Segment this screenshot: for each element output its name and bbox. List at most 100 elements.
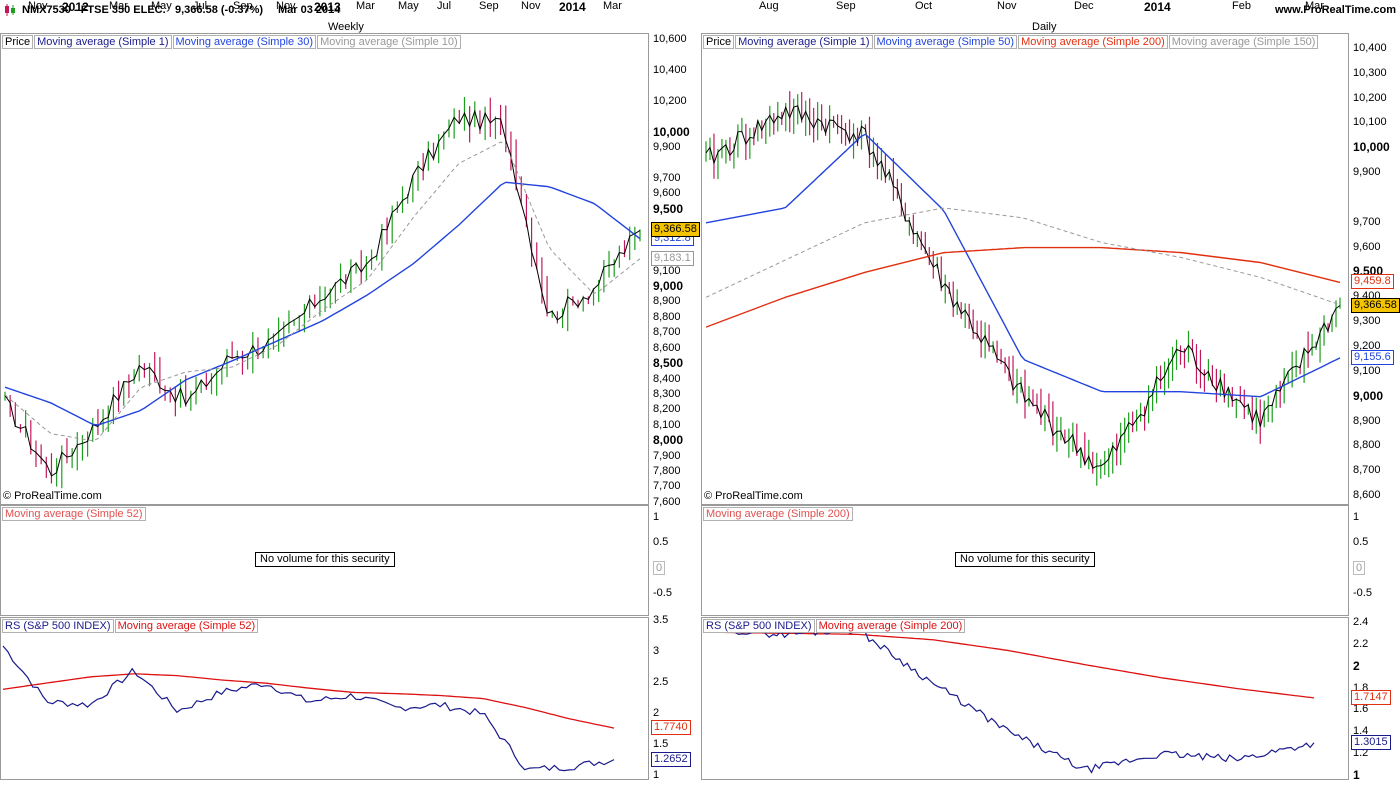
x-tick-label: Nov <box>521 0 541 12</box>
legend-ma200-daily[interactable]: Moving average (Simple 200) <box>1018 35 1168 49</box>
y-tick-label: 8,800 <box>1353 439 1381 452</box>
legend-rs-ma52[interactable]: Moving average (Simple 52) <box>114 619 259 633</box>
site-link[interactable]: www.ProRealTime.com <box>1274 4 1396 16</box>
y-tick-label: 8,900 <box>1353 414 1381 427</box>
weekly-rs-legend: RS (S&P 500 INDEX) Moving average (Simpl… <box>2 619 259 633</box>
legend-ma1-daily[interactable]: Moving average (Simple 1) <box>735 35 873 49</box>
daily-rs-chart <box>703 623 1315 774</box>
daily-no-volume-message: No volume for this security <box>955 552 1095 567</box>
y-tick-label: 10,000 <box>653 124 690 139</box>
daily-price-panel[interactable]: Price Moving average (Simple 1) Moving a… <box>701 33 1349 505</box>
y-tick-label: 9,700 <box>1353 215 1381 228</box>
volume-y-tick-label: 0 <box>653 561 666 575</box>
y-tick-label: 8,700 <box>653 326 681 339</box>
quote-date: Mar 03 2014 <box>278 4 341 16</box>
ma10-line <box>4 141 641 442</box>
x-tick-label: 2013 <box>314 0 341 14</box>
volume-y-tick-label: -0.5 <box>653 587 672 599</box>
legend-ma150-daily[interactable]: Moving average (Simple 150) <box>1168 35 1319 49</box>
weekly-copyright: © ProRealTime.com <box>3 490 102 502</box>
x-tick-label: Sep <box>836 0 856 12</box>
x-tick-label: 2014 <box>1144 0 1171 14</box>
y-tick-label: 9,000 <box>1353 388 1384 403</box>
price-marker: 9,366.58 <box>1351 297 1400 313</box>
x-tick-label: Nov <box>28 0 48 12</box>
rs-y-tick-label: 1 <box>1353 767 1360 782</box>
legend-vol-ma200-daily[interactable]: Moving average (Simple 200) <box>703 507 853 521</box>
x-tick-label: Nov <box>997 0 1017 12</box>
y-tick-label: 8,300 <box>653 387 681 400</box>
rs-y-tick-label: 3.5 <box>653 614 669 627</box>
rs-y-tick-label: 1.6 <box>1353 703 1369 716</box>
y-tick-label: 8,200 <box>653 403 681 416</box>
legend-ma50-daily[interactable]: Moving average (Simple 50) <box>873 35 1018 49</box>
volume-y-tick-label: -0.5 <box>1353 587 1372 599</box>
y-tick-label: 10,000 <box>1353 140 1390 155</box>
legend-rs-ma200-daily[interactable]: Moving average (Simple 200) <box>815 619 966 633</box>
y-tick-label: 8,700 <box>1353 464 1381 477</box>
legend-rs[interactable]: RS (S&P 500 INDEX) <box>2 619 114 633</box>
weekly-volume-panel[interactable]: Moving average (Simple 52) No volume for… <box>0 505 649 616</box>
rs-y-tick-label: 2.4 <box>1353 616 1369 629</box>
y-tick-label: 9,500 <box>653 201 684 216</box>
price-marker: 9,155.6 <box>1351 350 1394 366</box>
y-tick-label: 10,400 <box>653 64 687 77</box>
y-tick-label: 9,900 <box>1353 166 1381 179</box>
rs-y-tick-label: 3 <box>653 645 660 658</box>
weekly-no-volume-message: No volume for this security <box>255 552 395 567</box>
y-tick-label: 10,300 <box>1353 66 1387 79</box>
x-tick-label: May <box>398 0 419 12</box>
x-tick-label: Jul <box>437 0 452 12</box>
rs-y-tick-label: 2 <box>653 707 660 720</box>
x-tick-label: Sep <box>233 0 253 12</box>
legend-ma10[interactable]: Moving average (Simple 10) <box>317 35 461 49</box>
y-tick-label: 8,900 <box>653 295 681 308</box>
y-tick-label: 9,200 <box>1353 340 1381 352</box>
legend-ma30[interactable]: Moving average (Simple 30) <box>172 35 317 49</box>
y-tick-label: 9,300 <box>1353 315 1381 328</box>
daily-volume-panel[interactable]: Moving average (Simple 200) No volume fo… <box>701 505 1349 616</box>
rs-y-tick-label: 2.5 <box>653 676 669 689</box>
ma1-close-line <box>705 105 1341 470</box>
rs-marker: 1.7740 <box>651 720 691 736</box>
rs-ma-line <box>2 673 615 729</box>
y-tick-label: 7,600 <box>653 495 681 508</box>
daily-volume-legend: Moving average (Simple 200) <box>703 507 854 521</box>
daily-rs-panel[interactable]: RS (S&P 500 INDEX) Moving average (Simpl… <box>701 617 1349 780</box>
x-tick-label: Feb <box>1232 0 1251 12</box>
x-tick-label: Oct <box>915 0 933 12</box>
legend-price[interactable]: Price <box>2 35 34 49</box>
legend-price-daily[interactable]: Price <box>703 35 735 49</box>
weekly-price-panel[interactable]: Price Moving average (Simple 1) Moving a… <box>0 33 649 505</box>
last-quote: 9,366.58 (-0.37%) <box>175 4 264 16</box>
y-tick-label: 9,100 <box>653 264 681 277</box>
y-tick-label: 8,100 <box>653 418 681 431</box>
y-tick-label: 10,200 <box>1353 91 1387 104</box>
candlestick-logo-icon <box>5 4 15 16</box>
x-tick-label: Dec <box>1074 0 1094 12</box>
y-tick-label: 9,700 <box>653 171 681 184</box>
y-tick-label: 10,200 <box>653 94 687 107</box>
x-tick-label: Nov <box>276 0 296 12</box>
y-tick-label: 8,600 <box>1353 489 1381 502</box>
x-tick-label: Sep <box>479 0 499 12</box>
y-tick-label: 10,100 <box>1353 116 1387 129</box>
price-marker: 9,459.8 <box>1351 274 1394 290</box>
weekly-price-legend: Price Moving average (Simple 1) Moving a… <box>2 35 462 49</box>
volume-y-tick-label: 0 <box>1353 561 1366 575</box>
rs-y-tick-label: 1 <box>653 769 660 782</box>
weekly-rs-panel[interactable]: RS (S&P 500 INDEX) Moving average (Simpl… <box>0 617 649 780</box>
y-tick-label: 8,800 <box>653 310 681 323</box>
legend-rs-daily[interactable]: RS (S&P 500 INDEX) <box>703 619 815 633</box>
volume-y-tick-label: 1 <box>1353 511 1360 523</box>
price-bars <box>705 91 1341 486</box>
legend-vol-ma52[interactable]: Moving average (Simple 52) <box>2 507 146 521</box>
price-bars <box>4 96 641 489</box>
ma150-line <box>705 207 1341 306</box>
rs-marker: 1.3015 <box>1351 734 1391 750</box>
legend-ma1[interactable]: Moving average (Simple 1) <box>34 35 172 49</box>
symbol-title: NMX7530 - FTSE 350 ELEC. <box>22 4 166 16</box>
daily-price-legend: Price Moving average (Simple 1) Moving a… <box>703 35 1319 49</box>
rs-ma-line <box>703 631 1315 699</box>
chart-header: NMX7530 - FTSE 350 ELEC. 9,366.58 (-0.37… <box>0 0 1400 20</box>
